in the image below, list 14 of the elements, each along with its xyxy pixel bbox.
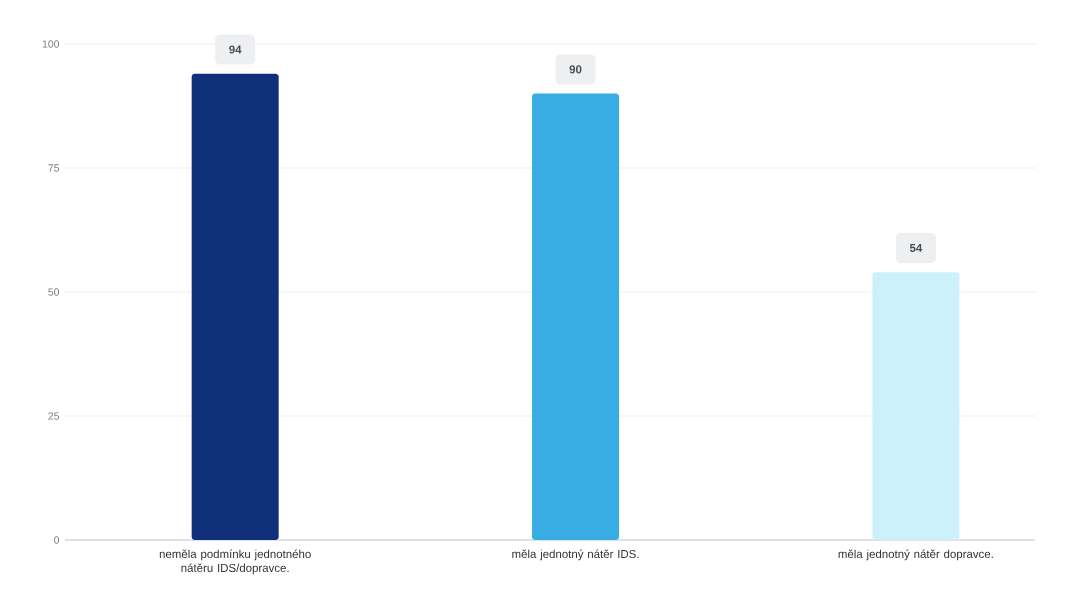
y-tick-label: 75 — [48, 164, 60, 172]
data-label: 54 — [909, 243, 923, 252]
y-tick-label: 50 — [48, 288, 60, 296]
bar — [872, 272, 960, 540]
bar — [532, 93, 620, 540]
x-tick-label: měla jednotný nátěr dopravce. — [838, 549, 993, 561]
data-label: 94 — [229, 45, 242, 54]
y-tick-label: 100 — [42, 40, 60, 48]
y-tick-label: 0 — [54, 536, 60, 544]
data-label: 90 — [569, 65, 582, 74]
x-tick-label: měla jednotný nátěr IDS. — [512, 549, 639, 561]
x-tick-label: neměla podmínku jednotného nátěru IDS/dopravce. — [159, 549, 311, 575]
y-tick-label: 25 — [48, 412, 60, 420]
bar — [191, 73, 279, 540]
